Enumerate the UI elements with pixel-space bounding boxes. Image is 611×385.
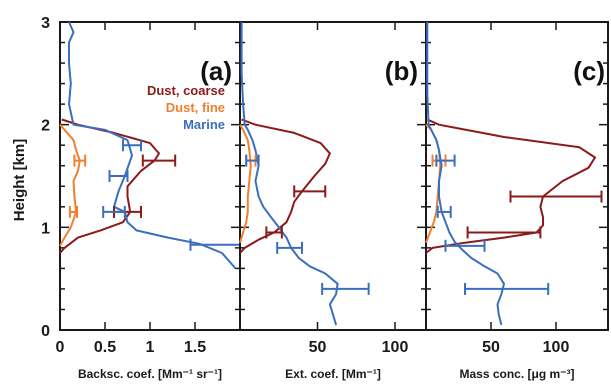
panel-frame [425,21,609,331]
y-tick-label-1: 1 [41,220,50,237]
x-tick-label-0: 50 [482,339,500,356]
series-line-dust_fine [239,124,252,243]
series-line-dust_fine [59,124,81,247]
y-axis-label: Height [km] [11,139,28,222]
panel-2: 50 100 Mass conc. [μg m⁻³] (c) [425,21,609,381]
legend: Dust, coarse Dust, fine Marine [147,83,225,132]
x-tick-label-3: 1.5 [184,339,206,356]
legend-dust-fine: Dust, fine [166,100,225,115]
series-line-marine [240,22,339,326]
legend-dust-coarse: Dust, coarse [147,83,225,98]
x-axis-label: Mass conc. [μg m⁻³] [459,367,574,381]
series-line-dust_coarse [59,118,160,254]
series-line-marine [426,22,505,326]
y-tick-label-2: 2 [41,118,50,135]
panels: 0 1 2 3 0 0.5 1 1.5 Backsc. coef. [Mm⁻¹ sr⁻¹] (a)… [41,15,609,381]
series-line-dust_coarse [239,118,331,254]
panel-label: (b) [385,56,418,86]
x-axis-label: Backsc. coef. [Mm⁻¹ sr⁻¹] [78,367,222,381]
panel-label: (c) [573,56,605,86]
x-tick-label-1: 100 [543,339,570,356]
x-tick-label-1: 0.5 [94,339,116,356]
x-axis-label: Ext. coef. [Mm⁻¹] [285,367,381,381]
y-tick-label-3: 3 [41,15,50,32]
series-line-marine [68,21,237,270]
panel-0: 0 0.5 1 1.5 Backsc. coef. [Mm⁻¹ sr⁻¹] (a) [56,21,241,381]
legend-marine: Marine [183,117,225,132]
x-tick-label-0: 0 [56,339,65,356]
panel-label: (a) [200,56,232,86]
y-tick-label-0: 0 [41,323,50,340]
x-tick-label-2: 1 [146,339,155,356]
x-tick-label-1: 100 [382,339,409,356]
x-tick-label-0: 50 [309,339,327,356]
